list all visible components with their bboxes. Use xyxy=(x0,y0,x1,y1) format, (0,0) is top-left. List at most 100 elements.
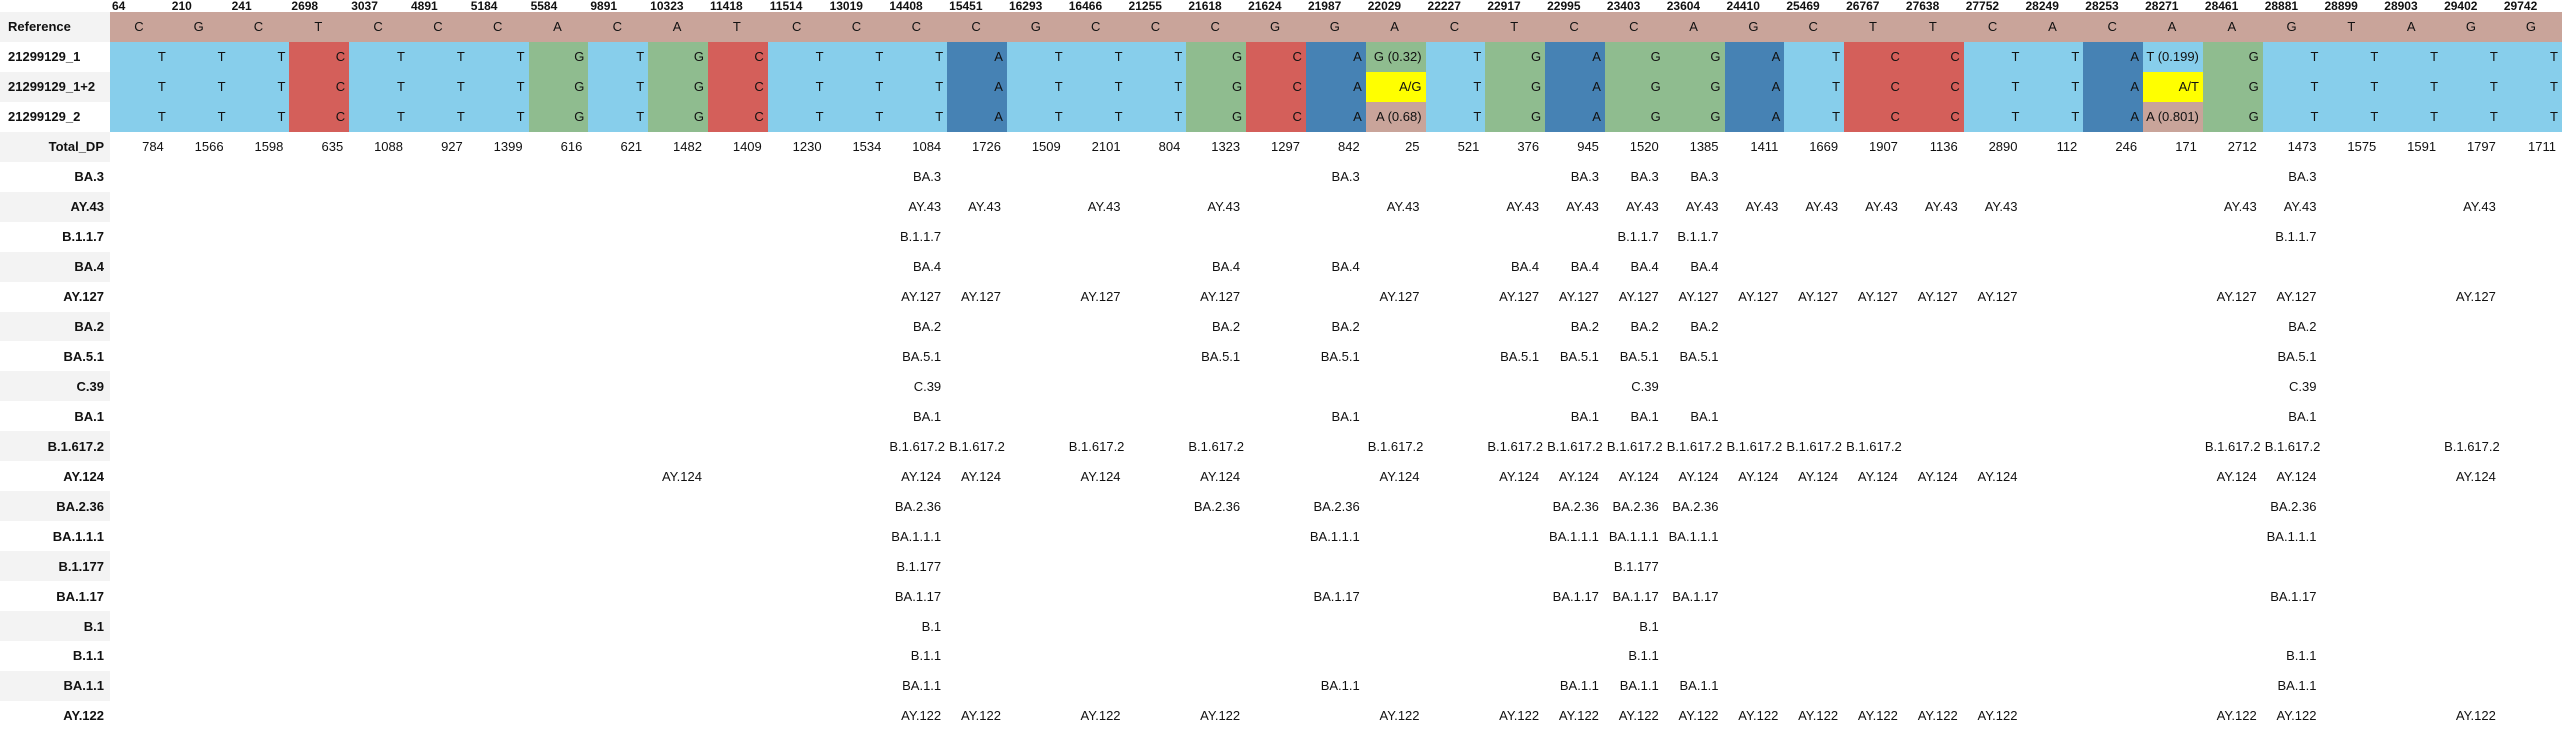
lineage-cell: AY.124 xyxy=(1080,468,1121,484)
position-header: 23604 xyxy=(1664,0,1725,12)
lineage-cell xyxy=(469,701,529,731)
lineage-cell xyxy=(2322,252,2382,282)
lineage-cell xyxy=(1366,551,1426,581)
lineage-cell: BA.1 xyxy=(1331,408,1360,424)
lineage-cell xyxy=(1485,521,1545,551)
lineage-cell: B.1.617.2 xyxy=(1367,438,1424,454)
lineage-cell: BA.1.1 xyxy=(1619,678,1659,694)
lineage-cell xyxy=(828,341,888,371)
lineage-cell xyxy=(2203,521,2263,551)
lineage-cell xyxy=(2502,371,2562,401)
lineage-cell xyxy=(708,701,768,731)
reference-base-cell: C xyxy=(1963,12,2024,42)
position-header: 28271 xyxy=(2143,0,2203,12)
depth-cell: 2890 xyxy=(1988,139,2018,155)
sample-base-cell: T xyxy=(2262,101,2323,132)
lineage-cell xyxy=(2024,701,2084,731)
lineage-cell xyxy=(1904,341,1964,371)
lineage-cell xyxy=(768,401,828,431)
sample-base-cell: C xyxy=(289,41,350,72)
sample-base-cell: C xyxy=(1903,71,1964,102)
depth-cell: 1409 xyxy=(732,139,762,155)
lineage-cell xyxy=(469,641,529,671)
reference-base-cell: A xyxy=(528,12,589,42)
lineage-cell: AY.127 xyxy=(1080,289,1121,305)
lineage-cell xyxy=(1485,581,1545,611)
row-label: Total_DP xyxy=(0,131,110,162)
lineage-cell xyxy=(648,341,708,371)
lineage-cell xyxy=(768,671,828,701)
sample-base-cell: T xyxy=(887,41,948,72)
lineage-cell xyxy=(529,551,589,581)
lineage-cell xyxy=(2502,671,2562,701)
lineage-cell xyxy=(1067,641,1127,671)
lineage-cell xyxy=(2502,581,2562,611)
position-header: 23403 xyxy=(1604,0,1665,12)
reference-base-cell: A xyxy=(2143,12,2203,42)
lineage-cell xyxy=(110,671,170,701)
lineage-cell: BA.1.1.1 xyxy=(1549,528,1599,544)
position-header: 2698 xyxy=(289,0,350,12)
lineage-cell xyxy=(1426,491,1486,521)
lineage-cell xyxy=(648,252,708,282)
lineage-cell xyxy=(1127,431,1187,461)
lineage-cell xyxy=(1246,192,1306,222)
lineage-cell: BA.1.1.1 xyxy=(891,528,942,544)
lineage-cell xyxy=(2502,312,2562,342)
lineage-cell xyxy=(1007,641,1067,671)
lineage-cell xyxy=(110,581,170,611)
lineage-cell xyxy=(2502,162,2562,192)
lineage-cell xyxy=(1844,401,1904,431)
lineage-cell xyxy=(2502,282,2562,312)
lineage-cell: AY.122 xyxy=(1678,708,1719,724)
sample-base-cell: T xyxy=(408,101,469,132)
row-label: 21299129_1 xyxy=(8,49,81,65)
lineage-cell xyxy=(110,701,170,731)
lineage-cell xyxy=(2143,641,2203,671)
lineage-cell: AY.43 xyxy=(1087,199,1121,215)
sample-base-cell: G xyxy=(1604,41,1665,72)
lineage-cell xyxy=(2024,252,2084,282)
lineage-cell xyxy=(529,401,589,431)
lineage-cell xyxy=(110,192,170,222)
lineage-cell xyxy=(409,491,469,521)
lineage-cell: B.1.1.7 xyxy=(1677,229,1719,245)
lineage-cell xyxy=(469,282,529,312)
sample-base-cell: G xyxy=(1485,71,1546,102)
depth-cell: 25 xyxy=(1405,139,1420,155)
lineage-cell: AY.43 xyxy=(2283,199,2317,215)
sample-base-cell: T xyxy=(1425,101,1486,132)
lineage-row: B.1.1 B.1.1 B.1.1 B.1.1 xyxy=(0,641,2562,671)
lineage-cell xyxy=(1426,641,1486,671)
lineage-cell xyxy=(1366,341,1426,371)
depth-cell: 621 xyxy=(620,139,643,155)
lineage-cell xyxy=(2024,371,2084,401)
lineage-cell: BA.2 xyxy=(1690,319,1719,334)
lineage-cell: AY.43 xyxy=(1207,199,1241,215)
lineage-cell xyxy=(2382,701,2442,731)
lineage-row: B.1.617.2 B.1.617.2 B.1.617.2 B.1.617.2 B.1.… xyxy=(0,431,2562,462)
lineage-cell xyxy=(2083,312,2143,342)
lineage-cell: AY.127 xyxy=(1917,289,1958,305)
lineage-cell xyxy=(170,371,230,401)
lineage-cell xyxy=(1246,671,1306,701)
lineage-cell xyxy=(1007,521,1067,551)
lineage-cell xyxy=(1844,491,1904,521)
lineage-row: BA.4 BA.4 BA.4 BA.4 BA.4 BA.4 BA.4 BA.4 xyxy=(0,251,2562,282)
lineage-cell xyxy=(2203,341,2263,371)
lineage-cell: BA.1.17 xyxy=(1313,588,1360,604)
lineage-cell xyxy=(1964,521,2024,551)
lineage-cell xyxy=(289,431,349,461)
lineage-cell: AY.43 xyxy=(1625,199,1659,215)
lineage-cell xyxy=(768,222,828,252)
position-header: 27752 xyxy=(1963,0,2024,12)
lineage-cell xyxy=(110,521,170,551)
depth-cell: 1399 xyxy=(493,139,523,155)
lineage-cell xyxy=(828,222,888,252)
lineage-cell xyxy=(1964,222,2024,252)
lineage-cell xyxy=(349,222,409,252)
reference-base-cell: T xyxy=(2322,12,2383,42)
row-label: AY.43 xyxy=(0,191,110,222)
sample-base-cell: G xyxy=(1664,101,1725,132)
lineage-cell xyxy=(170,341,230,371)
